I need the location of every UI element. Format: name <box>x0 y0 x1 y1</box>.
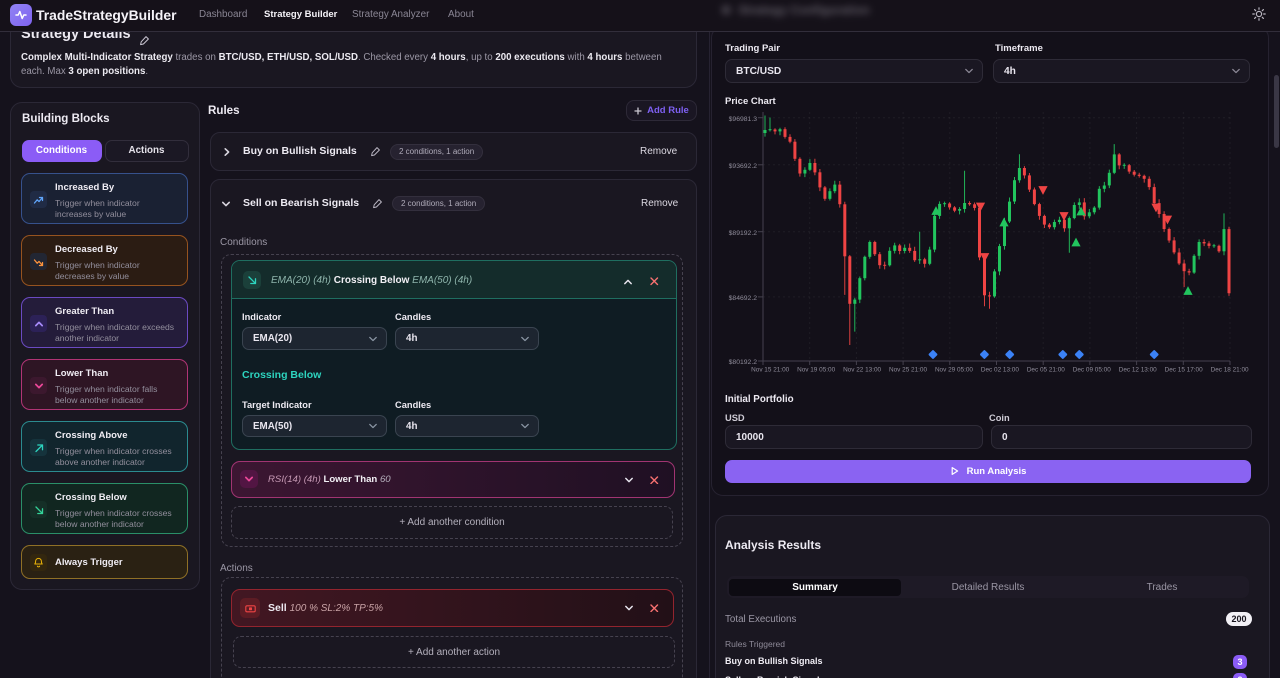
svg-text:Nov 25 21:00: Nov 25 21:00 <box>889 367 927 374</box>
svg-text:Nov 22 13:00: Nov 22 13:00 <box>843 367 881 374</box>
svg-text:Dec 09 05:00: Dec 09 05:00 <box>1073 367 1111 374</box>
svg-text:Nov 29 05:00: Nov 29 05:00 <box>935 367 973 374</box>
svg-text:Dec 12 13:00: Dec 12 13:00 <box>1119 367 1157 374</box>
svg-text:Dec 15 17:00: Dec 15 17:00 <box>1165 367 1203 374</box>
svg-text:Dec 02 13:00: Dec 02 13:00 <box>981 367 1019 374</box>
svg-text:Nov 19 05:00: Nov 19 05:00 <box>797 367 835 374</box>
svg-text:$80192.2: $80192.2 <box>729 359 758 366</box>
svg-text:$84692.2: $84692.2 <box>729 295 758 302</box>
svg-text:$93692.2: $93692.2 <box>729 163 758 170</box>
svg-text:$89192.2: $89192.2 <box>729 230 758 237</box>
svg-text:$96981.3: $96981.3 <box>729 116 758 123</box>
svg-text:Dec 18 21:00: Dec 18 21:00 <box>1211 367 1249 374</box>
svg-text:Nov 15 21:00: Nov 15 21:00 <box>751 367 789 374</box>
svg-text:Dec 05 21:00: Dec 05 21:00 <box>1027 367 1065 374</box>
